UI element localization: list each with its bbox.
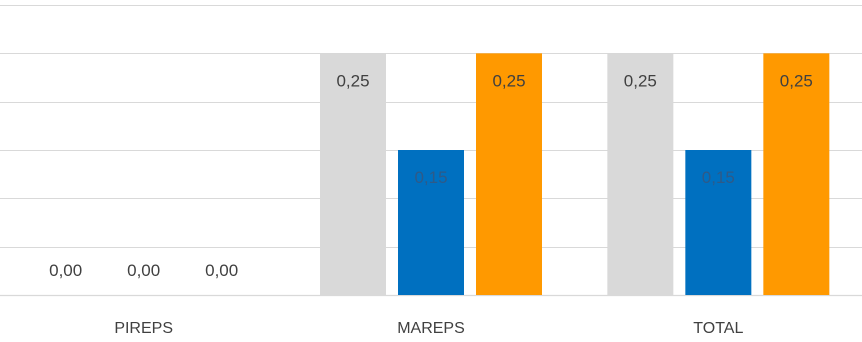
category-label-pireps: PIREPS (114, 320, 173, 337)
bar-total-3 (763, 53, 830, 296)
data-labels: 0,00 0,00 0,00 0,25 0,15 0,25 0,25 0,15 0,25 (49, 71, 813, 280)
category-labels: PIREPS MAREPS TOTAL (114, 320, 743, 337)
data-label: 0,00 (49, 261, 82, 280)
bar-mareps-2 (398, 150, 464, 295)
bar-mareps-3 (476, 53, 542, 296)
bar-mareps-1 (320, 53, 386, 296)
data-label: 0,00 (205, 261, 238, 280)
data-label: 0,25 (336, 71, 369, 90)
category-label-mareps: MAREPS (397, 320, 465, 337)
data-label: 0,25 (624, 71, 657, 90)
data-label: 0,00 (127, 261, 160, 280)
bars (320, 53, 830, 296)
category-label-total: TOTAL (693, 320, 743, 337)
data-label: 0,25 (492, 71, 525, 90)
bar-total-1 (607, 53, 674, 296)
data-label: 0,25 (780, 71, 813, 90)
gridlines (0, 5, 862, 297)
data-label: 0,15 (414, 168, 447, 187)
data-label: 0,15 (702, 168, 735, 187)
bar-total-2 (685, 150, 752, 295)
